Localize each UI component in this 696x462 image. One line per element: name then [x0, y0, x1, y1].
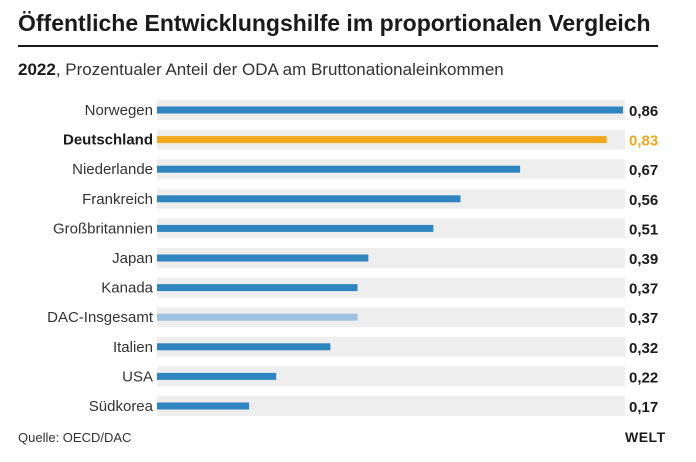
value-label-kanada: 0,37 — [629, 281, 658, 298]
welt-logo: WELT — [625, 429, 666, 445]
bar-track-südkorea — [157, 396, 625, 416]
category-label-dac-insgesamt: DAC-Insgesamt — [47, 309, 154, 326]
category-label-italien: Italien — [113, 339, 153, 356]
value-label-italien: 0,32 — [629, 340, 658, 357]
title-divider — [18, 45, 658, 47]
bar-track-kanada — [157, 277, 625, 298]
value-label-großbritannien: 0,51 — [629, 221, 658, 238]
category-label-norwegen: Norwegen — [85, 102, 153, 119]
value-label-frankreich: 0,56 — [629, 192, 658, 209]
bar-südkorea — [157, 402, 250, 410]
category-label-niederlande: Niederlande — [72, 161, 153, 178]
value-label-südkorea: 0,17 — [629, 399, 658, 416]
bar-japan — [157, 254, 369, 262]
value-label-dac-insgesamt: 0,37 — [629, 310, 658, 327]
bar-dac-insgesamt — [157, 313, 358, 321]
bar-frankreich — [157, 195, 461, 203]
value-label-deutschland: 0,83 — [629, 133, 658, 150]
bar-deutschland — [157, 136, 607, 144]
subtitle-year: 2022 — [18, 60, 56, 79]
bar-track-usa — [157, 366, 625, 387]
bar-italien — [157, 343, 331, 351]
bar-großbritannien — [157, 224, 434, 232]
category-label-südkorea: Südkorea — [89, 398, 154, 415]
value-label-norwegen: 0,86 — [629, 103, 658, 120]
bar-track-italien — [157, 336, 625, 357]
bar-niederlande — [157, 165, 521, 173]
chart-title: Öffentliche Entwicklungshilfe im proport… — [18, 10, 651, 36]
subtitle-text: , Prozentualer Anteil der ODA am Brutton… — [55, 60, 504, 79]
chart-subtitle: 2022, Prozentualer Anteil der ODA am Bru… — [18, 60, 504, 80]
category-label-frankreich: Frankreich — [82, 191, 153, 208]
category-label-kanada: Kanada — [101, 280, 153, 297]
bar-usa — [157, 372, 277, 380]
bar-kanada — [157, 284, 358, 292]
source-note: Quelle: OECD/DAC — [18, 430, 132, 445]
category-label-deutschland: Deutschland — [63, 132, 153, 149]
value-label-niederlande: 0,67 — [629, 162, 658, 179]
value-label-usa: 0,22 — [629, 369, 658, 386]
category-label-japan: Japan — [112, 250, 153, 267]
category-label-usa: USA — [122, 368, 153, 385]
bar-track-dac-insgesamt — [157, 307, 625, 328]
bar-norwegen — [157, 106, 623, 114]
value-label-japan: 0,39 — [629, 251, 658, 268]
bar-track-japan — [157, 248, 625, 268]
category-label-großbritannien: Großbritannien — [53, 220, 153, 237]
